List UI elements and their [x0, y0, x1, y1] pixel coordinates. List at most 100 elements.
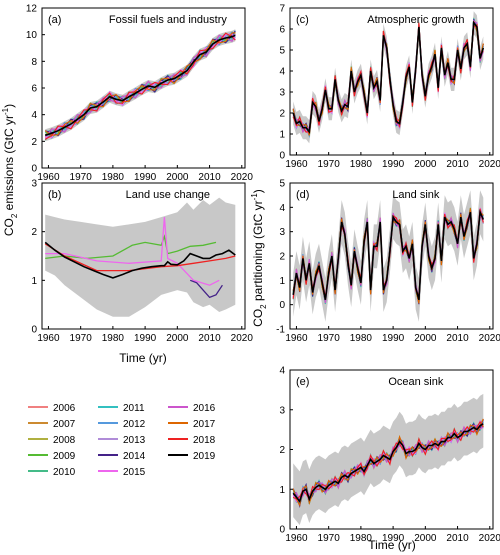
y-tick-label: 2	[31, 227, 37, 238]
panel-title: Fossil fuels and industry	[109, 14, 227, 26]
x-tick-label: 2020	[479, 533, 500, 544]
x-tick-label: 1970	[70, 172, 93, 183]
main-series	[292, 209, 485, 301]
ylabel-sub: 2	[10, 213, 19, 218]
x-tick-label: 1980	[102, 333, 125, 344]
x-tick-label: 1980	[350, 533, 373, 544]
main-series	[292, 20, 485, 134]
x-tick-label: 2000	[166, 172, 189, 183]
x-tick-label: 2020	[231, 172, 254, 183]
x-tick-label: 2000	[414, 333, 437, 344]
ylabel-sup: -1	[250, 193, 259, 201]
panel-label: (b)	[48, 189, 61, 201]
x-axis-label-left: Time (yr)	[119, 351, 167, 365]
y-tick-label: 6	[279, 25, 285, 36]
y-tick-label: 4	[31, 110, 37, 121]
x-tick-label: 1980	[350, 333, 373, 344]
legend: 2006 2007 2008 2009 2010 2011 2012 2013 2014 2015…	[28, 403, 216, 478]
y-tick-label: 2	[31, 137, 37, 148]
legend-label: 2019	[193, 451, 216, 462]
x-tick-label: 1960	[285, 159, 308, 170]
legend-label: 2007	[53, 419, 76, 430]
panel-a: 1960 1970 1980 1990 2000 2010 2020 0 2 4 6 8 10 12 (a)…	[26, 4, 253, 184]
x-axis-label-right: Time (yr)	[368, 538, 416, 552]
x-tick-label: 1980	[102, 172, 125, 183]
main-series	[44, 241, 236, 279]
panel-label: (d)	[296, 189, 309, 201]
variant-series	[189, 279, 223, 299]
plot-area	[292, 393, 484, 525]
x-tick-label: 2010	[198, 333, 221, 344]
x-tick-label: 1960	[285, 533, 308, 544]
x-tick-label: 2000	[414, 159, 437, 170]
legend-label: 2011	[123, 403, 145, 414]
ylabel-sub: 2	[259, 304, 268, 309]
y-tick-label: 3	[31, 179, 37, 190]
legend-label: 2013	[123, 435, 146, 446]
panel-label: (a)	[48, 14, 61, 26]
legend-label: 2015	[123, 467, 146, 478]
panel-title: Atmospheric growth	[367, 14, 464, 26]
x-tick-label: 2010	[446, 159, 469, 170]
plot-area	[292, 11, 485, 144]
x-tick-label: 1970	[318, 533, 341, 544]
x-tick-label: 1960	[285, 333, 308, 344]
plot-frame	[289, 7, 494, 156]
y-tick-label: -1	[276, 325, 285, 336]
ylabel-sup: -1	[1, 107, 10, 115]
panel-title: Land use change	[126, 189, 210, 201]
x-tick-label: 1990	[134, 172, 157, 183]
y-tick-label: 2	[279, 109, 285, 120]
legend-label: 2010	[53, 467, 76, 478]
main-series	[292, 423, 484, 503]
plot-frame	[41, 182, 246, 330]
y-tick-label: 1	[279, 485, 285, 496]
legend-label: 2012	[123, 419, 146, 430]
panel-title: Land sink	[392, 189, 440, 201]
y-tick-label: 3	[279, 88, 285, 99]
y-tick-label: 8	[31, 57, 37, 68]
y-tick-label: 1	[31, 276, 37, 287]
y-tick-label: 12	[26, 4, 38, 15]
y-tick-label: 4	[279, 203, 285, 214]
y-tick-label: 5	[279, 179, 285, 190]
x-tick-label: 1990	[382, 333, 405, 344]
x-tick-label: 1970	[318, 333, 341, 344]
y-tick-label: 0	[279, 300, 285, 311]
x-tick-label: 1970	[70, 333, 93, 344]
plot-area	[292, 190, 485, 322]
x-tick-label: 1980	[350, 159, 373, 170]
x-tick-label: 2010	[446, 333, 469, 344]
legend-label: 2014	[123, 451, 146, 462]
x-tick-label: 2010	[446, 533, 469, 544]
x-tick-label: 1990	[134, 333, 157, 344]
ylabel-text: emissions (GtC yr	[2, 115, 16, 214]
panel-d: 1960 1970 1980 1990 2000 2010 2020 -1 0 1 2 3 4 5 (d) L…	[276, 179, 500, 345]
variant-series-group	[44, 217, 236, 299]
panel-e: 1960 1970 1980 1990 2000 2010 2020 0 1 2 3 4 (e) Ocea…	[279, 366, 500, 545]
y-tick-label: 0	[31, 164, 37, 175]
legend-label: 2006	[53, 403, 76, 414]
x-tick-label: 2000	[166, 333, 189, 344]
x-tick-label: 2020	[479, 333, 500, 344]
ylabel-end: )	[251, 189, 265, 193]
ylabel-main: CO	[251, 309, 265, 327]
panel-label: (c)	[296, 14, 309, 26]
x-tick-label: 2000	[414, 533, 437, 544]
panel-title: Ocean sink	[388, 376, 444, 388]
panel-c: 1960 1970 1980 1990 2000 2010 2020 0 1 2 3 4 5 6 7 (c) A…	[279, 4, 500, 171]
y-tick-label: 0	[279, 151, 285, 162]
y-tick-label: 3	[279, 405, 285, 416]
uncertainty-band	[45, 197, 236, 317]
y-tick-label: 10	[26, 30, 38, 41]
variant-series	[45, 217, 220, 286]
ylabel-main: CO	[2, 218, 16, 236]
panel-b: 1960 1970 1980 1990 2000 2010 2020 0 1 2 3 (b) Land …	[31, 179, 253, 345]
plot-area	[44, 29, 236, 142]
uncertainty-band	[45, 29, 236, 142]
y-tick-label: 1	[279, 276, 285, 287]
ylabel-text: partitioning (GtC yr	[251, 200, 265, 304]
legend-label: 2016	[193, 403, 216, 414]
main-series	[44, 34, 236, 137]
